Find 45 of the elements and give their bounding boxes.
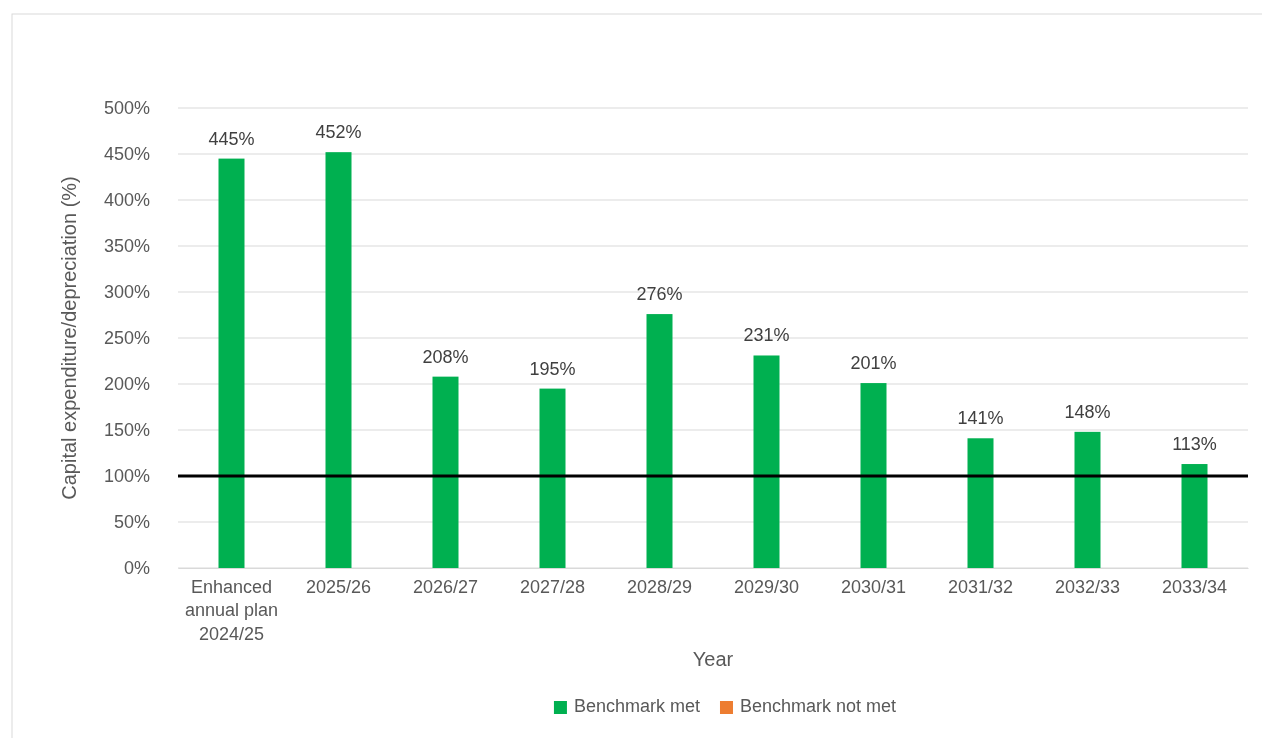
text: 195%: [529, 358, 576, 379]
x-tick-label: 2027/28: [519, 576, 586, 597]
text: 148%: [1064, 401, 1111, 422]
x-tick-label: 2032/33: [1054, 576, 1121, 597]
y-tick-label: 450%: [103, 144, 150, 165]
y-tick-label: 300%: [103, 282, 150, 303]
bar: [539, 388, 566, 568]
y-tick-label: 400%: [103, 190, 150, 211]
text: 141%: [957, 408, 1004, 429]
text: 208%: [422, 346, 469, 367]
text: 445%: [208, 128, 255, 149]
y-tick-label: 50%: [113, 512, 150, 533]
y-tick-label: 0%: [123, 558, 150, 579]
legend-label: Benchmark not met: [739, 696, 897, 716]
bar: [860, 383, 887, 568]
x-tick-label: 2030/31: [840, 576, 907, 597]
x-tick-label: 2026/27: [412, 576, 479, 597]
text: 201%: [850, 353, 897, 374]
x-tick-label: 2031/32: [947, 576, 1014, 597]
y-tick-label: 250%: [103, 328, 150, 349]
y-tick-label: 200%: [103, 374, 150, 395]
bar: [432, 376, 459, 568]
y-tick-label: 150%: [103, 420, 150, 441]
text: 276%: [636, 284, 683, 305]
x-tick-label: 2028/29: [626, 576, 693, 597]
bar: [325, 152, 352, 568]
y-tick-label: 350%: [103, 236, 150, 257]
y-tick-label: 100%: [103, 466, 150, 487]
y-axis-title: Capital expenditure/depreciation (%): [58, 176, 80, 500]
bar: [753, 355, 780, 568]
y-tick-label: 500%: [103, 98, 150, 119]
x-tick-label: 2025/26: [305, 576, 372, 597]
text: 231%: [743, 325, 790, 346]
x-tick-label: 2033/34: [1161, 576, 1228, 597]
bar: [967, 438, 994, 568]
x-tick-label: 2029/30: [733, 576, 800, 597]
text: 452%: [315, 122, 362, 143]
x-tick-label: Enhanced annual plan 2024/25: [184, 576, 279, 644]
legend-label: Benchmark met: [573, 696, 700, 716]
text: 113%: [1172, 434, 1217, 455]
bar: [218, 158, 245, 568]
bar: [1074, 431, 1101, 568]
bar: [646, 314, 673, 568]
x-axis-title: Year: [692, 648, 734, 670]
bar: [1181, 464, 1208, 568]
